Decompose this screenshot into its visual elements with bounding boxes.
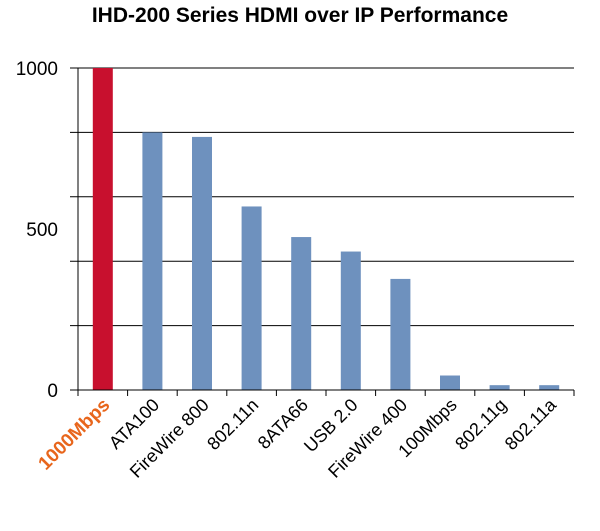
bar	[539, 385, 560, 390]
y-tick-label: 500	[26, 220, 58, 241]
bar	[440, 375, 460, 390]
bar	[489, 385, 510, 390]
bar	[291, 237, 312, 390]
y-tick-label: 0	[47, 381, 58, 402]
y-tick-label: 1000	[16, 59, 58, 80]
bar	[340, 251, 361, 390]
bar	[241, 206, 262, 390]
x-tick-label: 802.11n	[203, 395, 262, 454]
x-tick-label: 1000Mbps	[35, 395, 115, 475]
chart-title: IHD-200 Series HDMI over IP Performance	[91, 4, 509, 27]
bar	[142, 132, 163, 390]
x-tick-label: 802.11a	[501, 394, 561, 454]
x-tick-label: 802.11g	[451, 395, 510, 454]
bar	[92, 68, 113, 390]
bar	[390, 278, 411, 390]
bar	[192, 136, 212, 390]
